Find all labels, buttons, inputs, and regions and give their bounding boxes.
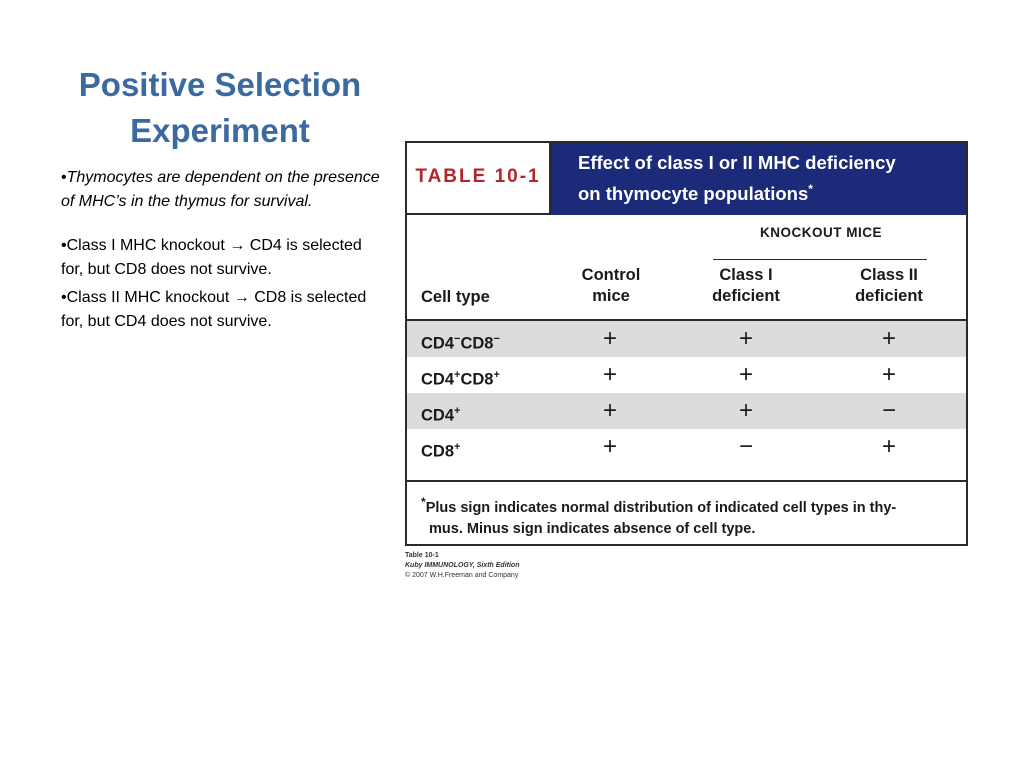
figure-caption: Table 10-1 Kuby IMMUNOLOGY, Sixth Editio… bbox=[405, 551, 605, 581]
bullet-item: •Thymocytes are dependent on the presenc… bbox=[61, 166, 381, 213]
cell-type-label: CD4+ bbox=[421, 405, 461, 425]
control-value: + bbox=[602, 361, 617, 388]
caption-line-2: Kuby IMMUNOLOGY, Sixth Edition bbox=[405, 562, 520, 569]
col-header-control: Control mice bbox=[581, 266, 641, 305]
right-arrow-icon: → bbox=[229, 237, 246, 254]
table-row: CD8+ + − + bbox=[407, 429, 966, 465]
class2-value: − bbox=[881, 397, 896, 424]
class2-value: + bbox=[881, 361, 896, 388]
footnote-marker: * bbox=[808, 182, 813, 196]
footnote-divider bbox=[407, 480, 966, 482]
table-row: CD4+CD8+ + + + bbox=[407, 357, 966, 393]
col-header-class2: Class II deficient bbox=[855, 266, 923, 305]
class1-value: + bbox=[738, 397, 753, 424]
footnote-marker: * bbox=[421, 495, 426, 509]
table-title-line-2: on thymocyte populations* bbox=[578, 182, 813, 205]
class1-value: + bbox=[738, 325, 753, 352]
table-footnote: *Plus sign indicates normal distribution… bbox=[421, 492, 951, 540]
bullet-marker: • bbox=[61, 237, 67, 254]
control-value: + bbox=[602, 325, 617, 352]
bullet-text: Thymocytes are dependent on the presence… bbox=[61, 169, 380, 210]
control-value: + bbox=[602, 397, 617, 424]
table-figure: TABLE 10-1 Effect of class I or II MHC d… bbox=[405, 141, 968, 546]
bullet-list: •Thymocytes are dependent on the presenc… bbox=[61, 166, 381, 354]
slide-title-line-1: Positive Selection bbox=[78, 66, 362, 103]
class2-value: + bbox=[881, 325, 896, 352]
bullet-text: CD4 is selected for, but CD8 does not su… bbox=[61, 237, 362, 278]
table-header: TABLE 10-1 Effect of class I or II MHC d… bbox=[407, 143, 966, 215]
cell-type-label: CD8+ bbox=[421, 441, 461, 461]
table-label: TABLE 10-1 bbox=[407, 143, 551, 215]
table-title: Effect of class I or II MHC deficiency o… bbox=[551, 143, 966, 215]
knockout-divider bbox=[713, 259, 927, 260]
knockout-mice-label: KNOCKOUT MICE bbox=[760, 225, 882, 240]
bullet-text: Class II MHC knockout bbox=[66, 289, 234, 306]
table-title-line-1: Effect of class I or II MHC deficiency bbox=[578, 152, 896, 173]
right-arrow-icon: → bbox=[233, 289, 250, 306]
header-divider bbox=[407, 319, 966, 321]
class2-value: + bbox=[881, 433, 896, 460]
footnote-line-1: *Plus sign indicates normal distribution… bbox=[421, 495, 897, 516]
caption-line-3: © 2007 W.H.Freeman and Company bbox=[405, 572, 519, 579]
bullet-item: •Class II MHC knockout → CD8 is selected… bbox=[61, 286, 381, 333]
control-value: + bbox=[602, 433, 617, 460]
caption-line-1: Table 10-1 bbox=[405, 552, 439, 559]
bullet-text: Class I MHC knockout bbox=[66, 237, 230, 254]
bullet-text: CD8 is selected for, but CD4 does not su… bbox=[61, 289, 367, 330]
class1-value: − bbox=[738, 433, 753, 460]
bullet-item: •Class I MHC knockout → CD4 is selected … bbox=[61, 234, 381, 281]
bullet-marker: • bbox=[61, 169, 67, 186]
col-header-cell-type: Cell type bbox=[421, 288, 490, 306]
slide-title: Positive Selection Experiment bbox=[40, 62, 400, 154]
footnote-line-2: mus. Minus sign indicates absence of cel… bbox=[429, 520, 756, 537]
class1-value: + bbox=[738, 361, 753, 388]
slide-title-line-2: Experiment bbox=[130, 112, 310, 149]
bullet-marker: • bbox=[61, 289, 67, 306]
table-row: CD4−CD8− + + + bbox=[407, 321, 966, 357]
cell-type-label: CD4+CD8+ bbox=[421, 369, 500, 389]
cell-type-label: CD4−CD8− bbox=[421, 333, 500, 353]
table-row: CD4+ + + − bbox=[407, 393, 966, 429]
